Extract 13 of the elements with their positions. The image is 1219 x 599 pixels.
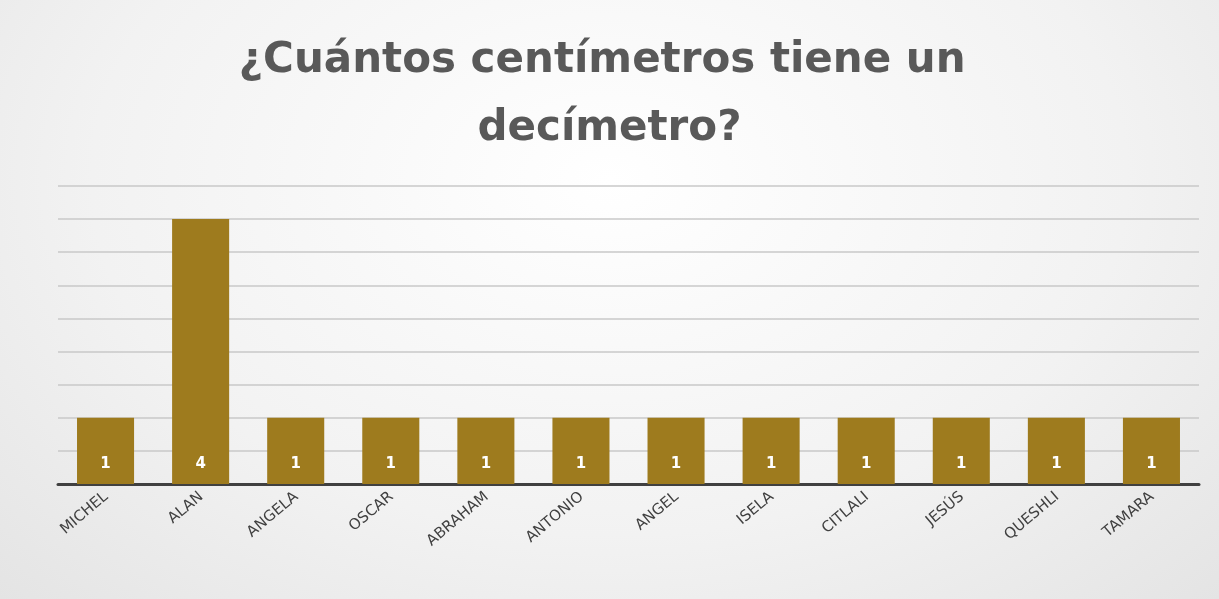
data-label: 4: [195, 453, 206, 472]
chart-title: ¿Cuántos centímetros tiene un decímetro?: [238, 32, 981, 150]
data-label: 1: [765, 453, 777, 472]
data-label: 1: [1146, 453, 1157, 472]
data-label: 1: [100, 453, 111, 472]
data-label: 1: [956, 453, 967, 472]
data-label: 1: [385, 453, 397, 472]
data-label: 1: [480, 453, 492, 472]
data-label: 1: [670, 453, 682, 472]
data-label: 1: [575, 453, 587, 472]
data-label: 1: [860, 453, 872, 472]
data-label: 1: [1051, 453, 1062, 472]
data-label: 1: [290, 453, 301, 472]
